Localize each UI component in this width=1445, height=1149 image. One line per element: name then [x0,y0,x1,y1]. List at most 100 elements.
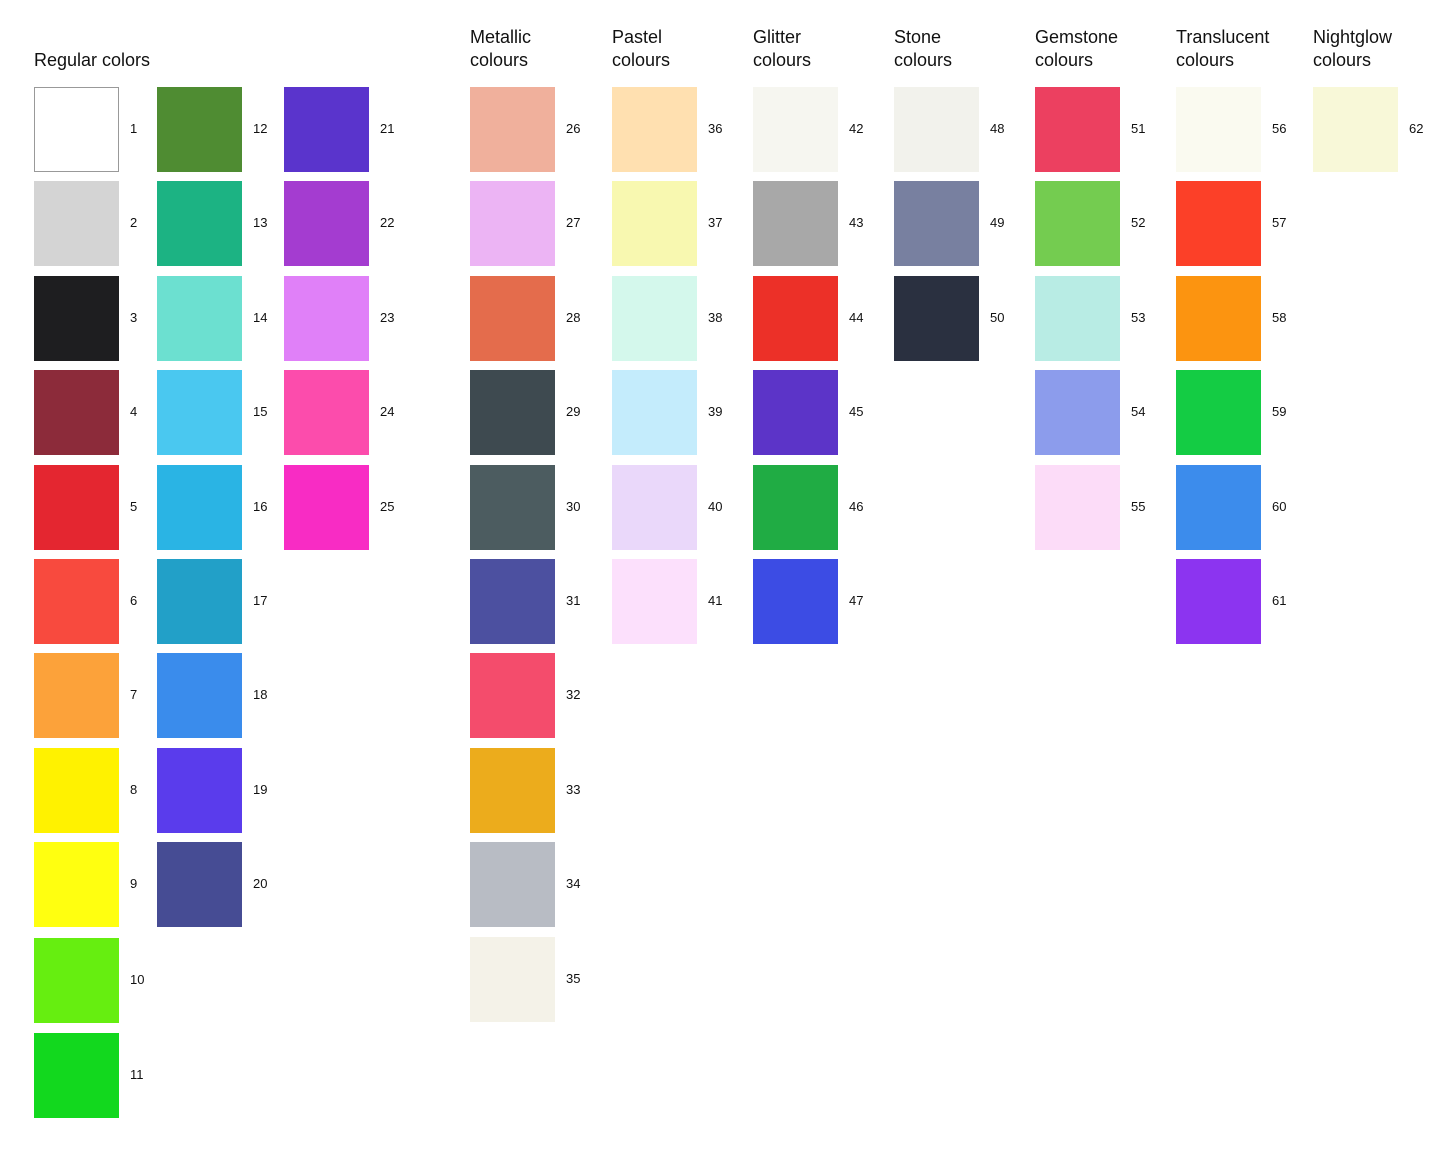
swatch-number: 10 [130,972,145,987]
group-title-line: Translucent [1176,27,1270,47]
swatch-number: 42 [849,121,864,136]
swatch-number: 45 [849,404,864,419]
group-title: Metallic colours [470,26,531,72]
color-swatch [284,370,369,455]
color-swatch [753,87,838,172]
color-swatch [284,276,369,361]
swatch-number: 34 [566,876,581,891]
swatch-number: 15 [253,404,268,419]
color-swatch [1176,181,1261,266]
swatch-number: 53 [1131,310,1146,325]
color-swatch [284,181,369,266]
color-swatch [894,181,979,266]
group-title: Pastel colours [612,26,670,72]
swatch-number: 1 [130,121,138,136]
color-swatch [1035,465,1120,550]
swatch-number: 32 [566,687,581,702]
color-swatch [157,181,242,266]
swatch-number: 51 [1131,121,1146,136]
swatch-number: 39 [708,404,723,419]
group-title-line: colours [753,50,812,70]
swatch-number: 23 [380,310,395,325]
swatch-number: 9 [130,876,138,891]
swatch-number: 56 [1272,121,1287,136]
group-title-line: colours [1035,50,1094,70]
color-swatch [284,87,369,172]
swatch-number: 24 [380,404,395,419]
color-swatch [157,87,242,172]
color-swatch [753,465,838,550]
swatch-number: 16 [253,499,268,514]
color-swatch [612,87,697,172]
color-swatch [157,748,242,833]
color-swatch [34,653,119,738]
color-swatch [470,87,555,172]
color-swatch [157,465,242,550]
swatch-number: 27 [566,215,581,230]
swatch-number: 44 [849,310,864,325]
swatch-number: 59 [1272,404,1287,419]
swatch-number: 41 [708,593,723,608]
swatch-number: 58 [1272,310,1287,325]
swatch-number: 2 [130,215,138,230]
swatch-number: 8 [130,782,138,797]
swatch-number: 62 [1409,121,1424,136]
swatch-number: 37 [708,215,723,230]
color-swatch [612,559,697,644]
group-title: Stone colours [894,26,952,72]
swatch-number: 57 [1272,215,1287,230]
color-swatch [284,465,369,550]
color-swatch [470,276,555,361]
swatch-number: 43 [849,215,864,230]
group-title-line: colours [894,50,953,70]
swatch-number: 3 [130,310,138,325]
color-swatch [470,559,555,644]
swatch-number: 21 [380,121,395,136]
color-swatch [470,748,555,833]
group-title-line: Glitter [753,27,802,47]
color-swatch [34,276,119,361]
color-swatch [34,181,119,266]
swatch-number: 18 [253,687,268,702]
color-swatch [157,842,242,927]
swatch-number: 49 [990,215,1005,230]
group-title-line: Metallic [470,27,532,47]
swatch-number: 7 [130,687,138,702]
color-swatch [34,87,119,172]
group-title-line: colours [612,50,671,70]
swatch-number: 30 [566,499,581,514]
swatch-number: 54 [1131,404,1146,419]
swatch-number: 29 [566,404,581,419]
color-swatch [753,370,838,455]
color-swatch [612,276,697,361]
swatch-number: 50 [990,310,1005,325]
swatch-number: 38 [708,310,723,325]
swatch-number: 55 [1131,499,1146,514]
color-swatch [157,559,242,644]
swatch-number: 46 [849,499,864,514]
color-swatch [34,465,119,550]
swatch-number: 61 [1272,593,1287,608]
swatch-number: 6 [130,593,138,608]
swatch-number: 31 [566,593,581,608]
group-title: Translucent colours [1176,26,1269,72]
color-swatch [34,1033,119,1118]
color-swatch [157,370,242,455]
swatch-number: 12 [253,121,268,136]
color-swatch [753,559,838,644]
color-swatch [157,276,242,361]
group-title: Nightglow colours [1313,26,1392,72]
color-swatch [1176,465,1261,550]
color-swatch [1313,87,1398,172]
group-title-line: Pastel [612,27,663,47]
color-swatch [34,559,119,644]
color-swatch [34,370,119,455]
swatch-number: 20 [253,876,268,891]
color-swatch [1035,87,1120,172]
color-swatch [470,937,555,1022]
group-title-line: Nightglow [1313,27,1393,47]
color-swatch [1176,87,1261,172]
color-swatch [1176,370,1261,455]
swatch-number: 17 [253,593,268,608]
color-swatch [1035,276,1120,361]
